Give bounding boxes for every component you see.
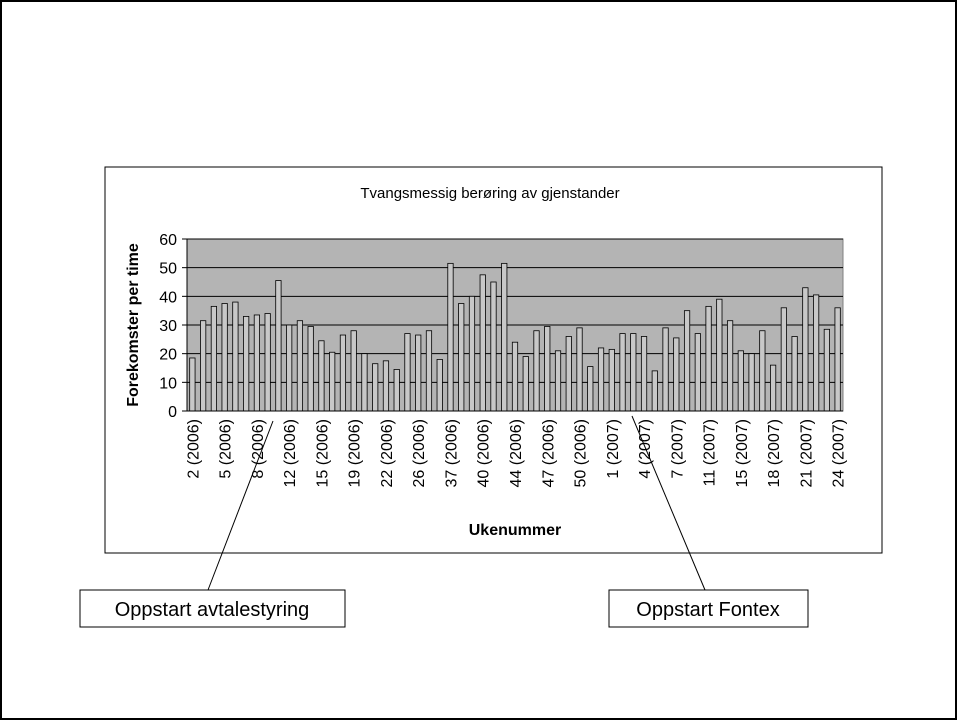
- x-tick-label: 11 (2007): [702, 419, 719, 486]
- x-tick-label: 26 (2006): [411, 419, 428, 488]
- x-tick-label: 2 (2006): [185, 419, 202, 479]
- x-axis-title: Ukenummer: [469, 522, 561, 539]
- bar: [372, 363, 379, 412]
- bar: [748, 353, 755, 412]
- bar: [770, 364, 777, 412]
- bar: [296, 320, 304, 412]
- bar: [544, 326, 551, 412]
- bar: [683, 310, 691, 412]
- x-tick-label: 21 (2007): [798, 419, 815, 488]
- annotation: Oppstart avtalestyring: [115, 599, 310, 621]
- bar: [565, 336, 572, 412]
- bar: [189, 357, 196, 412]
- bar: [382, 360, 390, 412]
- bar: [221, 303, 228, 412]
- bar: [425, 330, 433, 412]
- annotation-box: [79, 589, 346, 628]
- bar: [318, 340, 325, 412]
- bar: [726, 320, 734, 412]
- bar: [608, 348, 615, 412]
- bar: [576, 327, 583, 412]
- x-tick-label: 15 (2006): [314, 419, 331, 488]
- x-tick-label: 5 (2006): [218, 419, 235, 479]
- bar: [200, 320, 207, 412]
- x-tick-label: 40 (2006): [476, 419, 493, 488]
- bar: [651, 370, 658, 412]
- bar: [630, 333, 637, 412]
- bar: [232, 301, 239, 412]
- bar: [619, 333, 626, 412]
- bar: [339, 334, 347, 412]
- y-tick-label: 20: [159, 347, 177, 364]
- bar: [673, 337, 680, 412]
- bar: [436, 358, 443, 412]
- annotation-box: [608, 589, 809, 628]
- bar: [415, 334, 422, 412]
- bar: [350, 330, 357, 412]
- x-tick-label: 24 (2007): [831, 419, 848, 488]
- x-tick-label: 15 (2007): [734, 419, 751, 488]
- y-tick-label: 10: [159, 375, 177, 392]
- bar: [393, 369, 400, 412]
- bar: [705, 305, 712, 412]
- bar: [759, 330, 766, 412]
- bar: [361, 353, 368, 412]
- bar: [823, 328, 830, 412]
- bar: [286, 324, 293, 412]
- bar: [404, 333, 411, 412]
- bar: [791, 336, 798, 412]
- y-tick-label: 0: [168, 404, 177, 421]
- bar: [694, 333, 701, 412]
- x-tick-label: 50 (2006): [573, 419, 590, 488]
- bar: [243, 315, 250, 412]
- bar: [813, 294, 820, 412]
- bar: [329, 351, 336, 412]
- bar: [640, 336, 648, 412]
- arrow: [207, 420, 274, 591]
- x-tick-label: 12 (2006): [282, 419, 299, 488]
- x-tick-label: 22 (2006): [379, 419, 396, 488]
- bar: [501, 262, 508, 412]
- bar: [307, 326, 314, 412]
- x-tick-label: 1 (2007): [605, 419, 622, 479]
- bar: [458, 303, 465, 412]
- bar: [479, 274, 486, 412]
- x-tick-label: 7 (2007): [669, 419, 686, 479]
- y-axis-title: Forekomster per time: [125, 243, 142, 407]
- x-tick-label: 44 (2006): [508, 419, 525, 488]
- bar: [802, 287, 809, 412]
- x-tick-label: 47 (2006): [540, 419, 557, 488]
- bar: [511, 341, 519, 412]
- bar: [522, 356, 529, 412]
- bar: [780, 307, 787, 412]
- y-tick-label: 40: [159, 289, 177, 306]
- arrow: [631, 415, 706, 591]
- bar: [662, 327, 669, 412]
- x-tick-label: 19 (2006): [347, 419, 364, 488]
- bar: [716, 298, 723, 412]
- bar: [210, 305, 217, 412]
- y-tick-label: 50: [159, 261, 177, 278]
- bar: [554, 350, 562, 412]
- x-tick-label: 37 (2006): [443, 419, 460, 488]
- bar: [587, 366, 594, 412]
- y-tick-label: 60: [159, 232, 177, 249]
- bar: [253, 314, 260, 412]
- x-tick-label: 8 (2006): [250, 419, 267, 479]
- bar: [468, 295, 476, 412]
- bar: [490, 281, 497, 412]
- annotation: Oppstart Fontex: [636, 599, 779, 621]
- bar: [275, 280, 282, 412]
- bar: [447, 262, 454, 412]
- bar: [597, 347, 605, 412]
- bar: [264, 313, 271, 412]
- bar: [533, 330, 540, 412]
- bar: [737, 350, 744, 412]
- y-tick-label: 30: [159, 318, 177, 335]
- chart-title: Tvangsmessig berøring av gjenstander: [360, 185, 619, 202]
- plot-area: 0 10 20 30 40 50 60 2 (2006) 5 (2006) 8 (2006) 12 …: [159, 232, 847, 488]
- bar: [834, 307, 841, 412]
- x-tick-label: 18 (2007): [766, 419, 783, 488]
